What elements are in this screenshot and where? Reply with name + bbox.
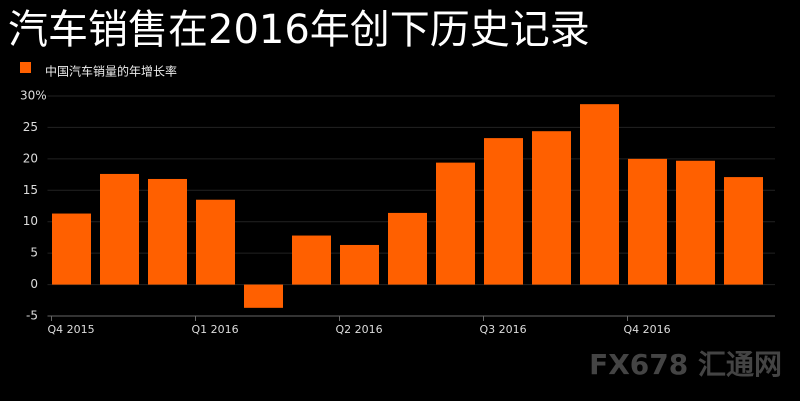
x-tick-label: Q2 2016	[336, 323, 383, 336]
y-tick-label: 25	[23, 120, 38, 134]
bar	[724, 177, 763, 285]
bar	[100, 173, 139, 285]
watermark: FX678 汇通网	[589, 348, 782, 381]
bar	[580, 104, 619, 285]
x-tick-label: Q1 2016	[192, 323, 239, 336]
bar	[628, 158, 667, 285]
bar	[532, 131, 571, 285]
bar	[52, 213, 91, 285]
bar	[388, 212, 427, 285]
y-tick-label: -5	[26, 309, 38, 323]
x-tick-label: Q4 2015	[48, 323, 95, 336]
y-tick-label: 15	[23, 183, 38, 197]
chart-title: 汽车销售在2016年创下历史记录	[8, 7, 590, 53]
bar	[148, 178, 187, 285]
y-tick-label: 10	[23, 214, 38, 228]
legend-label: 中国汽车销量的年增长率	[45, 64, 177, 79]
y-tick-label: 0	[30, 277, 38, 291]
bar	[676, 160, 715, 285]
legend-swatch	[20, 62, 31, 73]
x-tick-label: Q3 2016	[480, 323, 527, 336]
bar	[292, 235, 331, 285]
bar	[484, 138, 523, 285]
bar	[196, 199, 235, 285]
y-tick-label: 5	[30, 246, 38, 260]
bar	[340, 244, 379, 285]
bar	[436, 162, 475, 285]
bar	[244, 284, 283, 308]
y-tick-label: 20	[23, 151, 38, 165]
x-tick-label: Q4 2016	[624, 323, 671, 336]
y-tick-label: 30%	[20, 89, 47, 103]
